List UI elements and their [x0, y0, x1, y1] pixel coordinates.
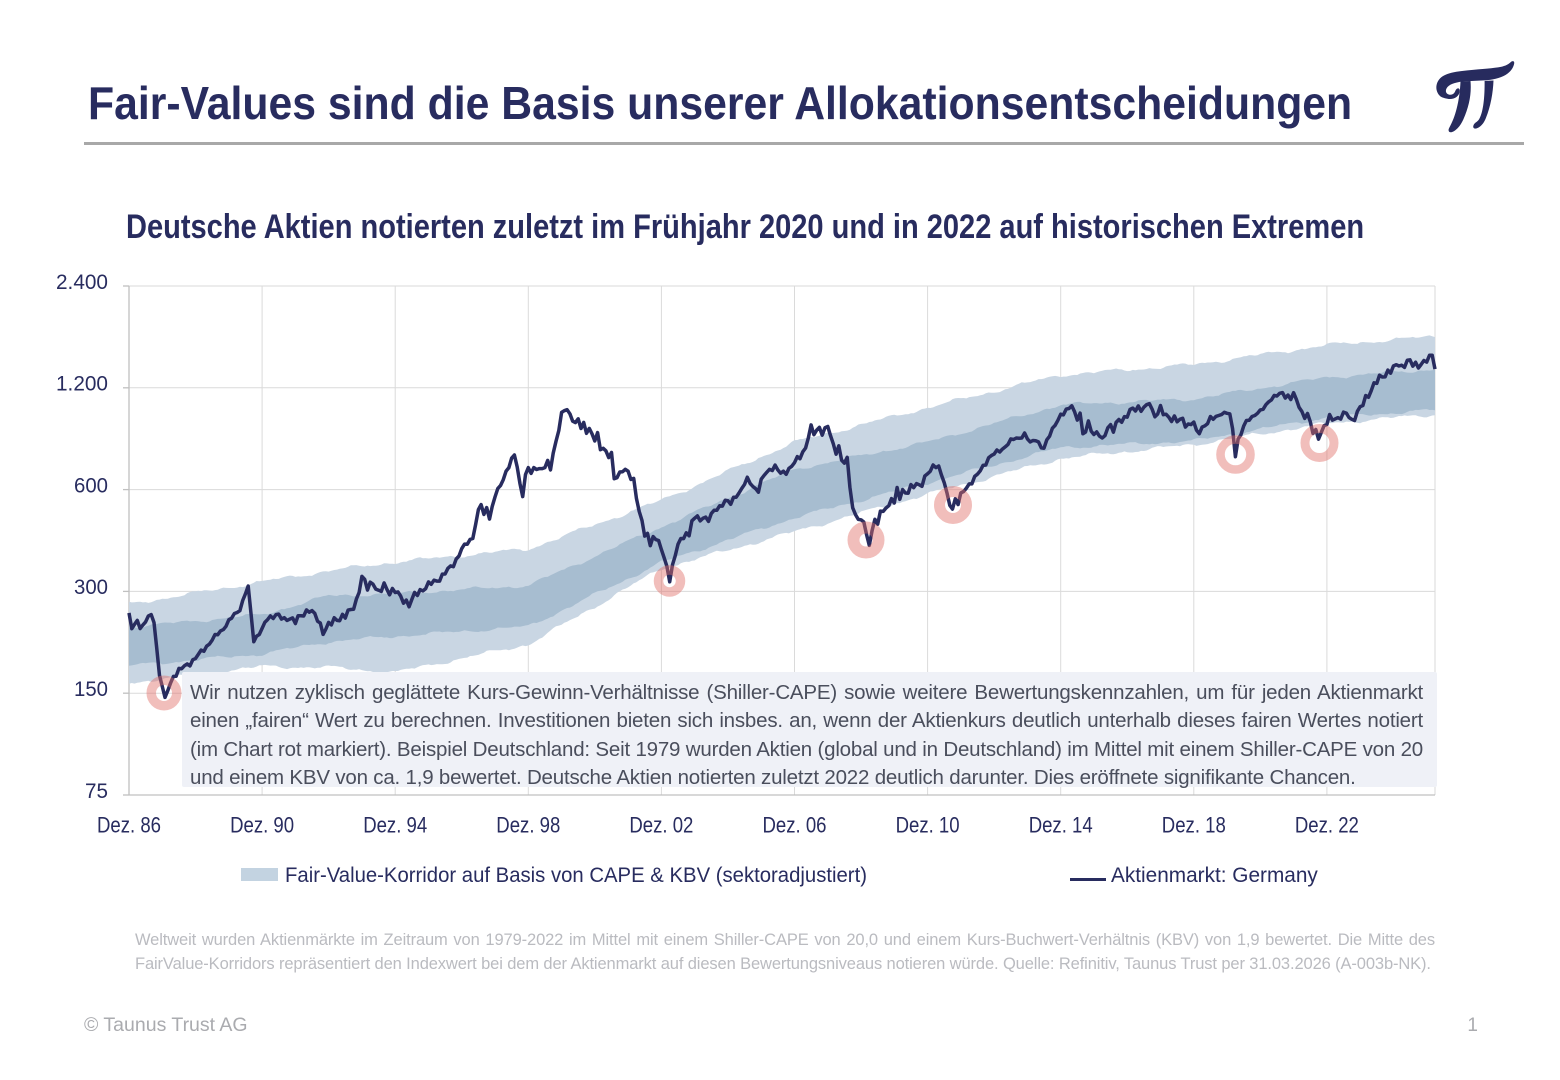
svg-text:Dez. 18: Dez. 18	[1162, 813, 1226, 838]
svg-text:Dez. 06: Dez. 06	[763, 813, 827, 838]
svg-text:Dez. 02: Dez. 02	[629, 813, 693, 838]
svg-text:600: 600	[74, 474, 108, 497]
svg-text:Dez. 10: Dez. 10	[896, 813, 960, 838]
svg-text:Dez. 94: Dez. 94	[363, 813, 427, 838]
svg-text:75: 75	[85, 780, 108, 803]
svg-text:Dez. 14: Dez. 14	[1029, 813, 1093, 838]
svg-text:150: 150	[74, 678, 108, 701]
svg-text:1.200: 1.200	[56, 373, 108, 396]
svg-text:Dez. 86: Dez. 86	[97, 813, 161, 838]
svg-text:2.400: 2.400	[56, 271, 108, 294]
svg-text:300: 300	[74, 576, 108, 599]
svg-text:Dez. 22: Dez. 22	[1295, 813, 1359, 838]
svg-text:Dez. 90: Dez. 90	[230, 813, 294, 838]
svg-text:Dez. 98: Dez. 98	[496, 813, 560, 838]
